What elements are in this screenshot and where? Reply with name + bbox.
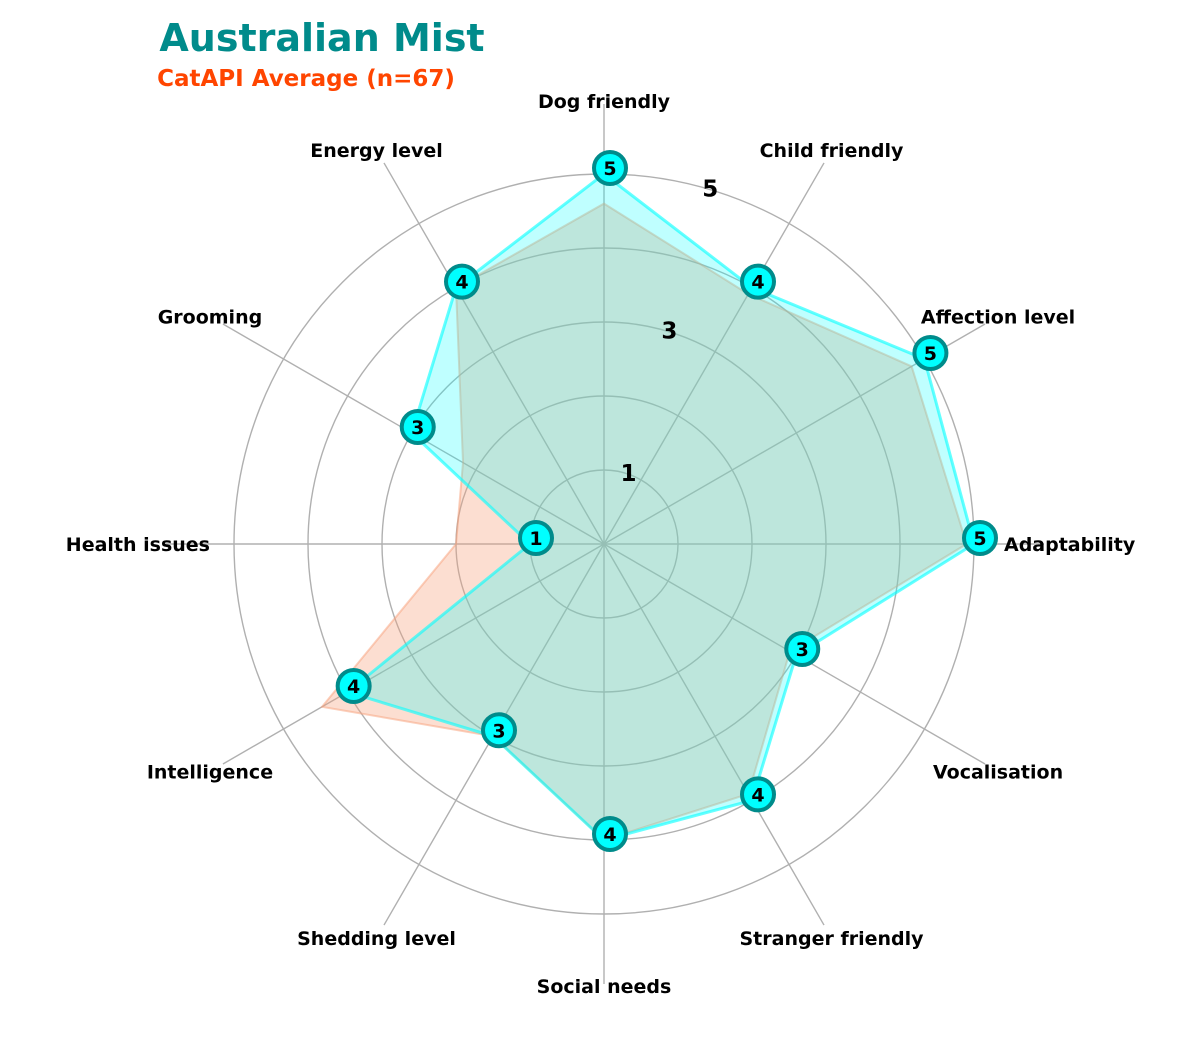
chart-subtitle: CatAPI Average (n=67) [157,66,455,92]
data-label-7: 3 [492,720,505,742]
data-point-4 [784,631,821,667]
data-label-10: 3 [411,417,424,439]
axis-label-11: Energy level [310,140,443,162]
data-label-9: 1 [529,528,542,550]
axis-label-7: Shedding level [297,928,456,950]
data-point-11 [444,263,480,300]
data-label-4: 3 [796,639,809,661]
axis-label-9: Health issues [66,534,210,556]
data-point-3 [962,520,998,556]
data-label-8: 4 [347,676,360,698]
data-point-9 [518,520,554,556]
data-label-6: 4 [603,824,616,846]
axis-labels: Dog friendly Child friendly Affection leve… [66,91,1136,998]
axis-label-0: Dog friendly [538,91,671,113]
axis-label-2: Affection level [921,307,1075,329]
data-point-1 [740,263,776,300]
ring-label-5: 5 [702,176,718,202]
axis-label-6: Social needs [537,976,672,998]
spoke-11 [383,162,605,545]
axis-label-5: Stranger friendly [739,928,924,950]
spoke-5 [603,543,825,926]
data-label-11: 4 [455,272,468,294]
data-label-0: 5 [603,158,616,180]
spoke-1 [603,162,825,545]
series-layer [320,172,976,842]
data-point-10 [399,409,436,445]
data-label-2: 5 [924,343,937,365]
data-point-8 [335,668,372,704]
ring-label-1: 1 [620,461,636,487]
axis-label-10: Grooming [158,307,263,329]
spoke-8 [222,543,605,765]
data-label-1: 4 [751,272,764,294]
data-point-6 [592,816,628,852]
data-point-5 [740,776,776,813]
ring-labels: 1 3 5 [620,176,718,486]
axis-label-8: Intelligence [147,762,273,784]
ring-label-3: 3 [661,319,677,345]
axis-label-1: Child friendly [760,140,904,162]
chart-title: Australian Mist [159,16,484,60]
data-label-5: 4 [751,784,764,806]
axis-label-3: Adaptability [1004,534,1136,556]
points-layer: 5 4 5 5 3 4 4 3 4 1 3 4 [335,150,998,852]
data-label-3: 5 [973,528,986,550]
data-point-2 [912,335,949,371]
axis-label-4: Vocalisation [933,762,1063,784]
data-point-7 [481,712,517,749]
data-point-0 [592,150,628,186]
series-breed-area [344,172,976,842]
